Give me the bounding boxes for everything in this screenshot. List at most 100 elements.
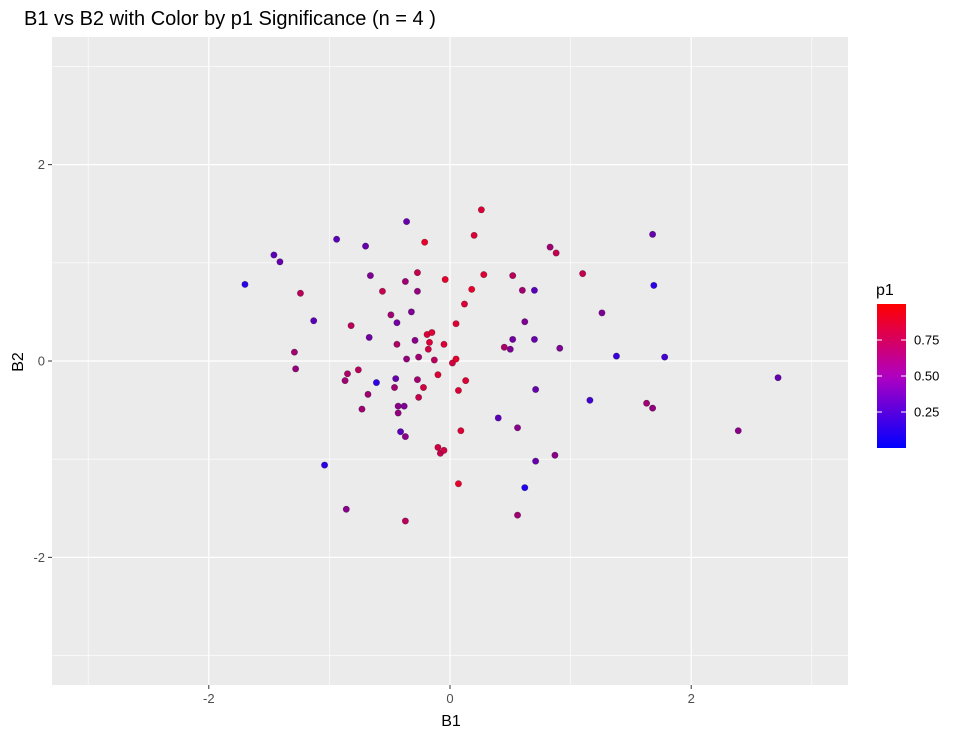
scatter-point xyxy=(468,285,476,293)
scatter-point xyxy=(546,243,554,251)
scatter-point xyxy=(372,379,380,387)
scatter-point xyxy=(413,287,421,295)
x-axis-title: B1 xyxy=(441,713,461,730)
scatter-point xyxy=(401,277,409,285)
legend-tick-label: 0.25 xyxy=(914,405,939,420)
color-legend: p1 0.25 0.50 0.75 xyxy=(876,282,939,448)
scatter-point xyxy=(270,251,278,259)
scatter-point xyxy=(347,322,355,330)
y-axis-title: B2 xyxy=(10,352,27,372)
scatter-point xyxy=(457,427,465,435)
scatter-point xyxy=(460,300,468,308)
scatter-point xyxy=(521,318,529,326)
scatter-point xyxy=(552,249,560,257)
scatter-point xyxy=(500,343,508,351)
scatter-point xyxy=(341,377,349,385)
scatter-point xyxy=(774,374,782,382)
scatter-point xyxy=(518,286,526,294)
scatter-point xyxy=(354,366,362,374)
x-tick-label: 2 xyxy=(688,691,695,706)
scatter-point xyxy=(509,335,517,343)
scatter-point xyxy=(506,345,514,353)
scatter-point xyxy=(424,345,432,353)
scatter-point xyxy=(650,281,658,289)
scatter-point xyxy=(440,446,448,454)
scatter-point xyxy=(556,344,564,352)
scatter-point xyxy=(425,338,433,346)
scatter-point xyxy=(509,272,517,280)
scatter-point xyxy=(241,280,249,288)
scatter-point xyxy=(365,333,373,341)
scatter-point xyxy=(428,329,436,337)
scatter-point xyxy=(378,287,386,295)
scatter-point xyxy=(364,390,372,398)
scatter-point xyxy=(452,320,460,328)
scatter-point xyxy=(661,353,669,361)
scatter-point xyxy=(419,384,427,392)
scatter-point xyxy=(532,385,540,393)
scatter-point xyxy=(530,335,538,343)
scatter-point xyxy=(434,371,442,379)
scatter-point xyxy=(366,272,374,280)
scatter-point xyxy=(441,276,449,284)
x-tick-label: -2 xyxy=(203,691,215,706)
scatter-point xyxy=(342,505,350,513)
scatter-point xyxy=(430,356,438,364)
scatter-point xyxy=(551,451,559,459)
scatter-point xyxy=(407,308,415,316)
scatter-point xyxy=(394,409,402,417)
scatter-point xyxy=(643,399,651,407)
chart-title: B1 vs B2 with Color by p1 Significance (… xyxy=(24,8,436,30)
scatter-point xyxy=(403,218,411,226)
scatter-point xyxy=(452,355,460,363)
scatter-point xyxy=(401,517,409,525)
scatter-point xyxy=(521,484,529,492)
scatter-point xyxy=(415,353,423,361)
y-tick-label: -2 xyxy=(33,550,45,565)
legend-title: p1 xyxy=(876,282,894,299)
scatter-point xyxy=(276,258,284,266)
data-points xyxy=(241,206,782,525)
axis-ticks: -2 0 2 -2 0 2 xyxy=(33,157,694,706)
scatter-point xyxy=(477,206,485,214)
scatter-point xyxy=(392,375,400,383)
scatter-point xyxy=(391,384,399,392)
scatter-point xyxy=(586,396,594,404)
scatter-point xyxy=(462,377,470,385)
legend-tick-label: 0.50 xyxy=(914,369,939,384)
scatter-point xyxy=(400,402,408,410)
scatter-point xyxy=(649,404,657,412)
scatter-point xyxy=(393,319,401,327)
scatter-point xyxy=(413,376,421,384)
scatter-point xyxy=(579,270,587,278)
x-tick-label: 0 xyxy=(446,691,453,706)
scatter-point xyxy=(343,370,351,378)
scatter-point xyxy=(411,336,419,344)
scatter-point xyxy=(387,311,395,319)
scatter-point xyxy=(440,340,448,348)
scatter-point xyxy=(612,352,620,360)
scatter-point xyxy=(454,386,462,394)
scatter-point xyxy=(397,428,405,436)
scatter-point xyxy=(598,309,606,317)
scatter-point xyxy=(333,235,341,243)
scatter-point xyxy=(421,238,429,246)
scatter-point xyxy=(321,461,329,469)
legend-ticks: 0.25 0.50 0.75 xyxy=(877,333,939,420)
y-tick-label: 2 xyxy=(38,157,45,172)
legend-tick-label: 0.75 xyxy=(914,333,939,348)
scatter-point xyxy=(393,340,401,348)
scatter-point xyxy=(413,269,421,277)
scatter-point xyxy=(454,480,462,488)
scatter-point xyxy=(394,402,402,410)
scatter-point xyxy=(494,414,502,422)
scatter-point xyxy=(649,230,657,238)
scatter-point xyxy=(532,457,540,465)
scatter-point xyxy=(470,231,478,239)
scatter-point xyxy=(310,317,318,325)
scatter-point xyxy=(358,405,366,413)
scatter-point xyxy=(434,443,442,451)
scatter-point xyxy=(292,365,300,373)
scatter-point xyxy=(296,289,304,297)
